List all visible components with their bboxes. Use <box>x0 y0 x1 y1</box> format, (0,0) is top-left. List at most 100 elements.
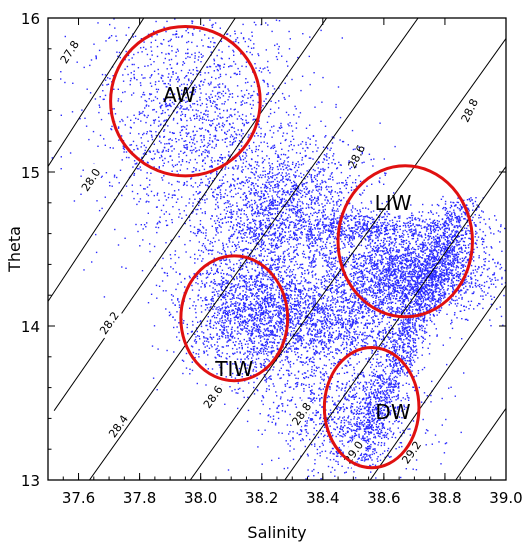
data-point <box>388 266 391 268</box>
data-point <box>401 241 403 243</box>
data-point <box>186 168 189 170</box>
data-point <box>388 282 391 284</box>
data-point <box>374 242 377 244</box>
data-point <box>262 160 264 163</box>
data-point <box>319 183 322 185</box>
data-point <box>377 260 379 262</box>
data-point <box>340 227 342 230</box>
data-point <box>194 55 196 57</box>
data-point <box>347 144 349 146</box>
data-point <box>283 262 285 264</box>
data-point <box>355 166 357 168</box>
data-point <box>248 206 251 208</box>
data-point <box>251 213 253 215</box>
data-point <box>347 177 349 179</box>
data-point <box>280 239 282 241</box>
data-point <box>272 85 274 87</box>
data-point <box>179 213 181 215</box>
data-point <box>370 280 372 282</box>
data-point <box>431 276 433 279</box>
data-point <box>366 267 368 269</box>
data-point <box>335 256 337 259</box>
data-point <box>439 244 441 247</box>
data-point <box>250 95 252 97</box>
data-point <box>228 129 230 131</box>
data-point <box>204 211 206 213</box>
data-point <box>428 279 430 282</box>
data-point <box>219 97 221 99</box>
data-point <box>269 129 271 132</box>
data-point <box>253 193 256 195</box>
data-point <box>209 124 211 126</box>
data-point <box>389 298 392 301</box>
data-point <box>437 259 440 261</box>
data-point <box>475 286 477 288</box>
data-point <box>158 199 160 201</box>
data-point <box>418 296 420 298</box>
data-point <box>388 286 390 288</box>
data-point <box>243 192 245 194</box>
data-point <box>336 220 338 222</box>
data-point <box>294 105 296 108</box>
data-point <box>497 261 499 264</box>
data-point <box>391 283 394 285</box>
data-point <box>243 151 245 154</box>
data-point <box>240 32 242 34</box>
data-point <box>179 169 181 171</box>
data-point <box>448 304 450 306</box>
data-point <box>387 251 389 254</box>
data-point <box>302 163 305 165</box>
data-point <box>258 70 260 72</box>
data-point <box>409 264 411 267</box>
data-point <box>252 104 254 106</box>
data-point <box>477 268 479 270</box>
data-point <box>310 174 313 176</box>
data-point <box>416 271 418 273</box>
data-point <box>364 274 366 276</box>
data-point <box>352 278 355 280</box>
data-point <box>185 30 187 32</box>
data-point <box>160 105 162 107</box>
data-point <box>139 198 142 200</box>
data-point <box>219 179 221 181</box>
data-point <box>294 256 296 258</box>
data-point <box>223 196 225 198</box>
data-point <box>444 245 446 247</box>
data-point <box>277 210 279 213</box>
data-point <box>249 275 251 277</box>
data-point <box>458 292 460 294</box>
data-point <box>171 221 173 224</box>
data-point <box>393 245 395 247</box>
data-point <box>317 161 319 164</box>
data-point <box>200 208 202 210</box>
data-point <box>422 268 424 270</box>
data-point <box>354 265 356 267</box>
data-point <box>316 180 318 182</box>
data-point <box>186 148 188 150</box>
data-point <box>170 58 173 61</box>
data-point <box>200 80 203 82</box>
data-point <box>262 174 264 176</box>
data-point <box>245 155 248 157</box>
data-point <box>252 182 254 184</box>
data-point <box>236 183 239 185</box>
data-point <box>337 260 339 263</box>
data-point <box>237 95 239 98</box>
data-point <box>397 291 399 294</box>
data-point <box>295 189 298 191</box>
data-point <box>232 174 234 176</box>
data-point <box>441 261 443 263</box>
data-point <box>292 199 295 202</box>
data-point <box>230 184 232 187</box>
data-point <box>319 233 321 235</box>
data-point <box>300 280 303 282</box>
data-point <box>481 284 483 286</box>
data-point <box>190 82 192 84</box>
data-point <box>285 138 287 141</box>
data-point <box>360 244 363 247</box>
data-point <box>313 239 315 241</box>
data-point <box>400 266 402 269</box>
data-point <box>402 275 404 277</box>
data-point <box>500 266 503 269</box>
data-point <box>145 226 147 228</box>
